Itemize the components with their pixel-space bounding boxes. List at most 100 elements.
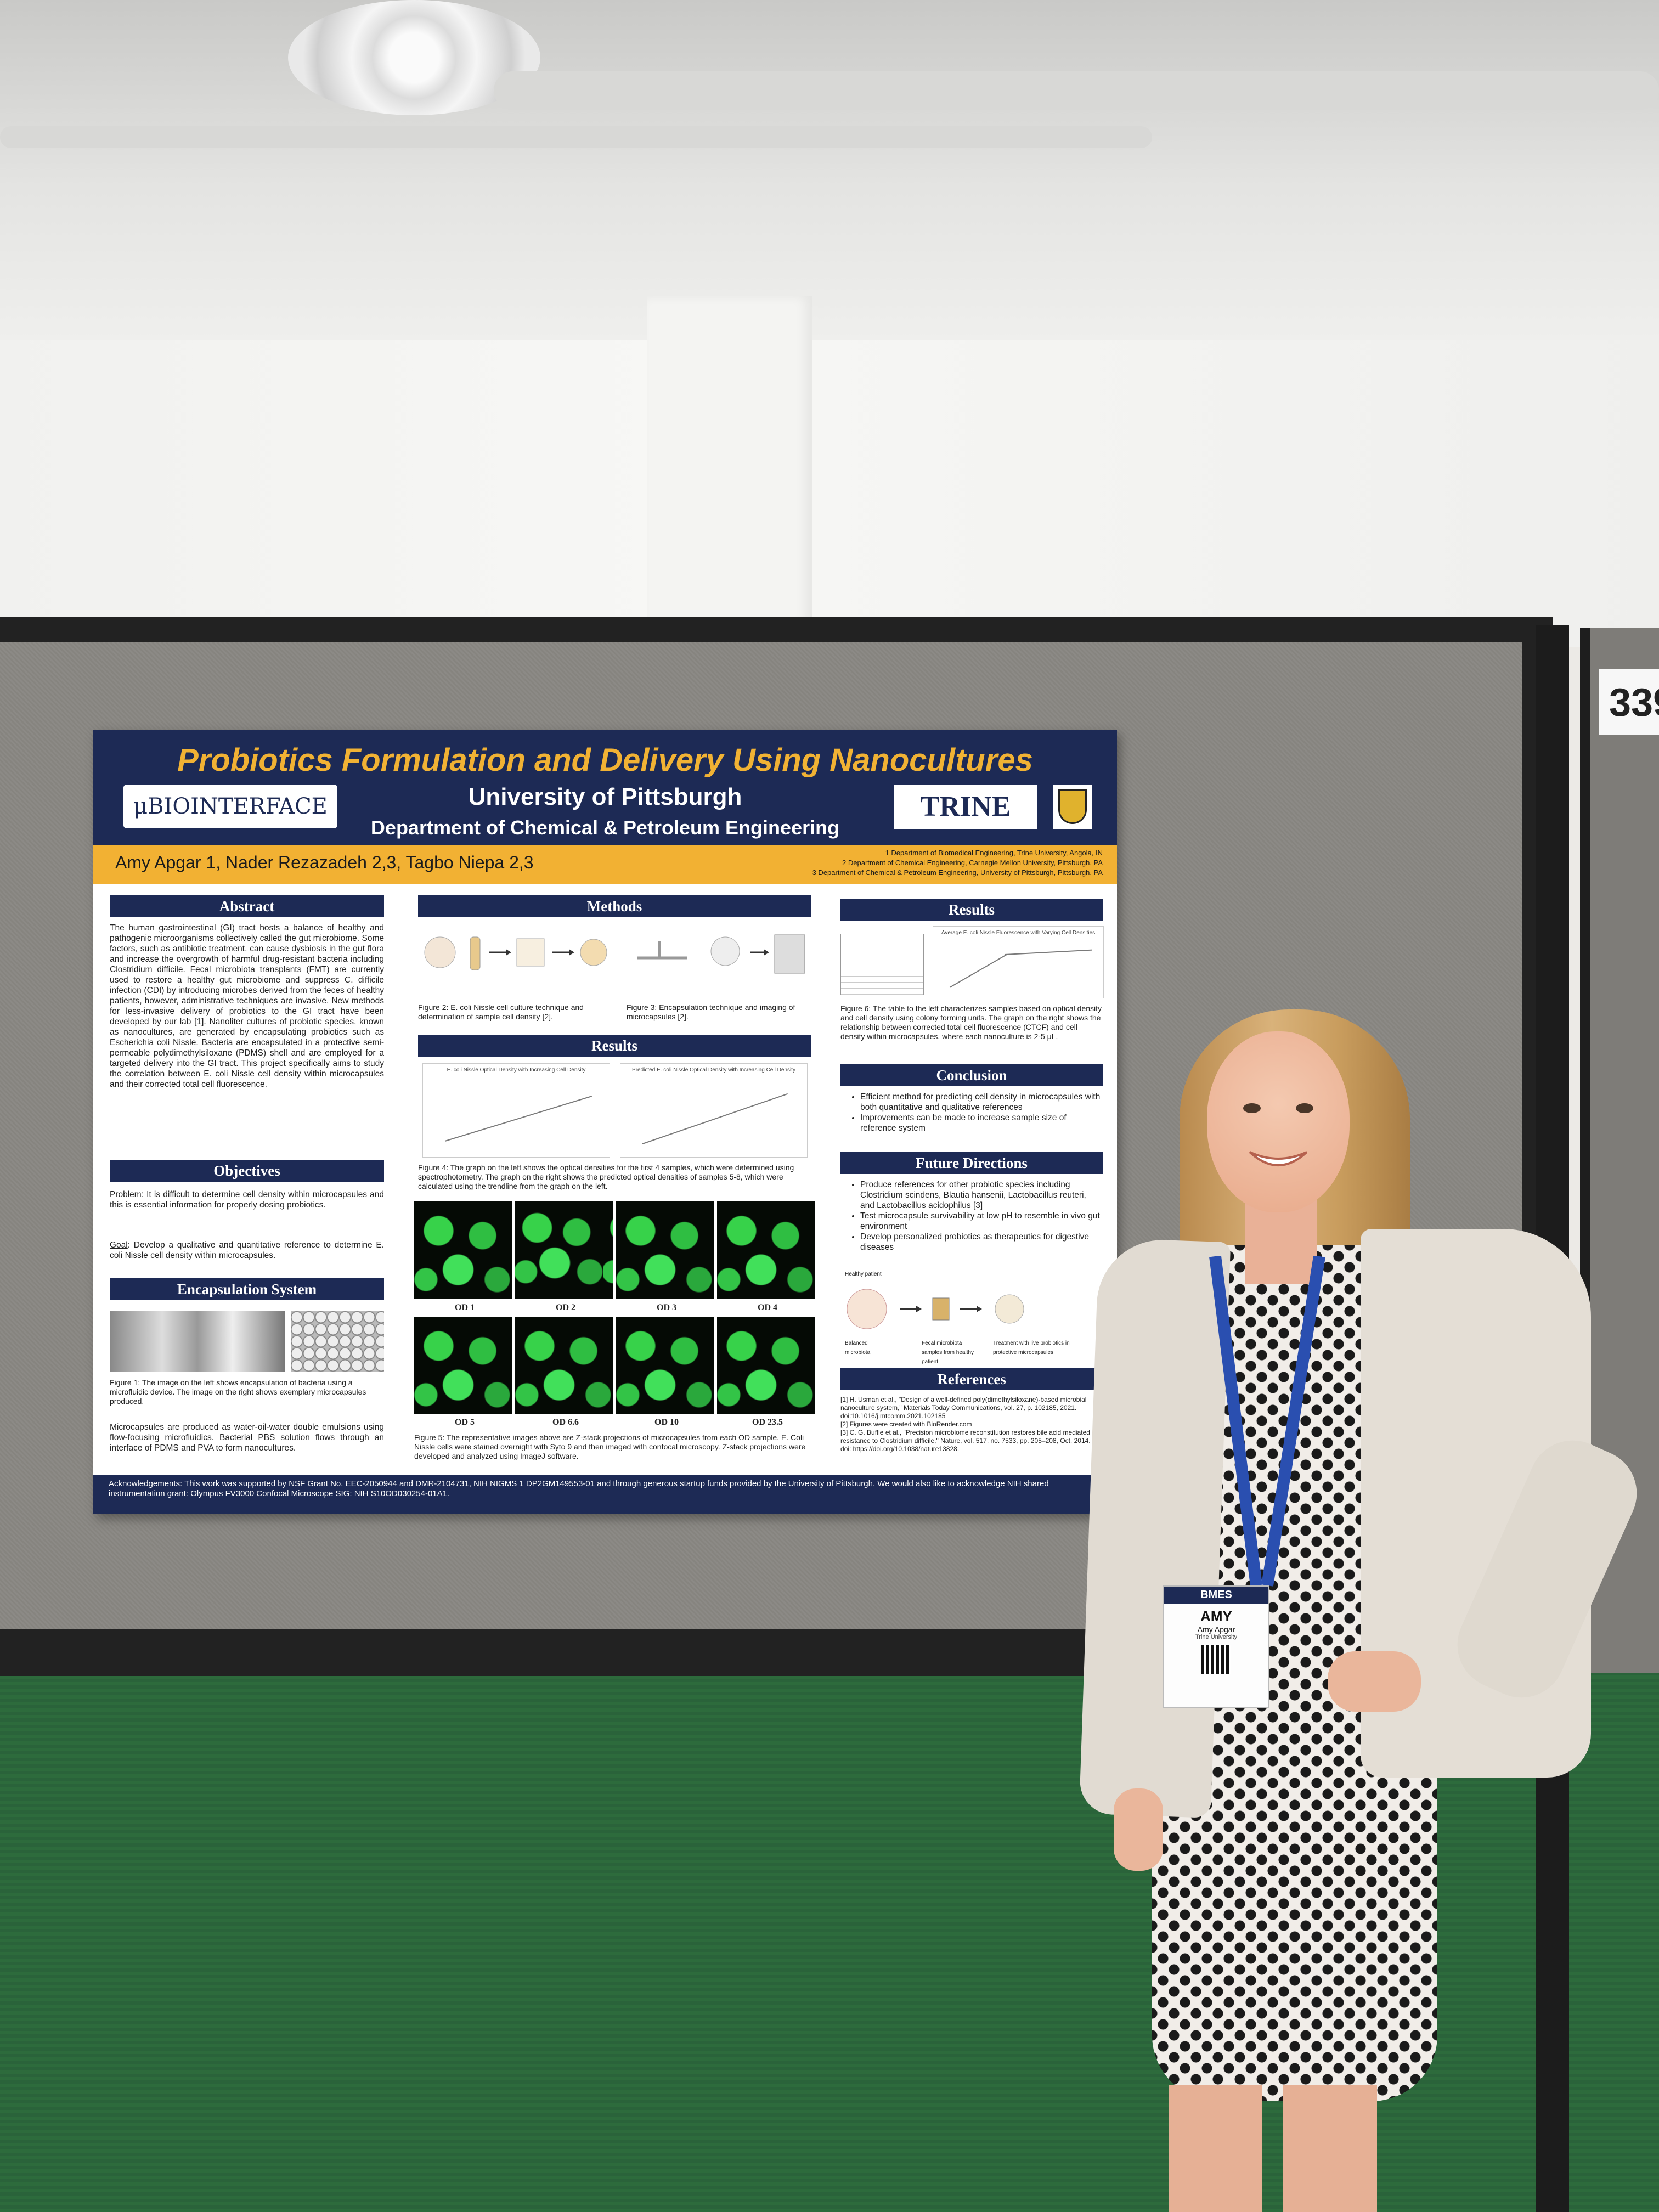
figure-1-caption: Figure 1: The image on the left shows en…	[110, 1378, 366, 1406]
poster-authors: Amy Apgar 1, Nader Rezazadeh 2,3, Tagbo …	[115, 853, 534, 872]
encapsulation-heading: Encapsulation System	[110, 1278, 384, 1300]
author-band	[93, 845, 1117, 884]
goal-label: Goal	[110, 1240, 128, 1250]
results-heading-middle: Results	[418, 1035, 811, 1057]
poster-department: Department of Chemical & Petroleum Engin…	[370, 816, 840, 839]
objectives-heading: Objectives	[110, 1160, 384, 1182]
affiliation: 3 Department of Chemical & Petroleum Eng…	[812, 868, 1103, 877]
problem-text: : It is difficult to determine cell dens…	[110, 1190, 384, 1210]
od-label: OD 1	[455, 1303, 475, 1312]
figure-2-caption: Figure 2: E. coli Nissle cell culture te…	[418, 1003, 584, 1021]
microscopy-image	[616, 1317, 714, 1414]
problem-label: Problem	[110, 1190, 142, 1199]
fmt-label-balanced: Balanced microbiota	[845, 1340, 871, 1356]
affiliation: 2 Department of Chemical Engineering, Ca…	[842, 859, 1103, 867]
microscopy-image	[414, 1317, 512, 1414]
microcapsules-image	[291, 1311, 384, 1372]
future-directions-list: Produce references for other probiotic s…	[845, 1180, 1102, 1252]
od-label: OD 3	[657, 1303, 676, 1312]
poster-affiliations: 1 Department of Biomedical Engineering, …	[741, 848, 1103, 878]
plot-left-title: E. coli Nissle Optical Density with Incr…	[447, 1067, 586, 1073]
conclusion-item: Efficient method for predicting cell den…	[860, 1092, 1102, 1113]
objectives-problem: Problem: It is difficult to determine ce…	[110, 1189, 384, 1210]
od-label: OD 4	[758, 1303, 777, 1312]
optical-density-plot-right: Predicted E. coli Nissle Optical Density…	[620, 1063, 808, 1158]
fmt-label-healthy: Healthy patient	[845, 1271, 882, 1277]
presenter-face	[1207, 1031, 1350, 1212]
od-label: OD 10	[654, 1418, 679, 1427]
badge-first-name: AMY	[1200, 1608, 1232, 1624]
research-poster: Probiotics Formulation and Delivery Usin…	[93, 730, 1117, 1514]
wall-pillar	[647, 296, 812, 625]
future-item: Develop personalized probiotics as thera…	[860, 1232, 1102, 1252]
fmt-label-fecal: Fecal microbiota samples from healthy pa…	[922, 1340, 974, 1365]
biointerface-logo: μBIOINTERFACE	[123, 785, 337, 828]
fluorescence-curve-plateau	[1004, 949, 1092, 955]
trendline-left	[444, 1096, 592, 1142]
figure-5-caption: Figure 5: The representative images abov…	[414, 1433, 806, 1460]
name-badge: BMES AMY Amy Apgar Trine University	[1163, 1585, 1269, 1708]
badge-full-name: Amy Apgar	[1197, 1625, 1235, 1634]
goal-text: : Develop a qualitative and quantitative…	[110, 1240, 384, 1260]
encapsulation-text: Microcapsules are produced as water-oil-…	[110, 1423, 384, 1453]
microscopy-row-bottom	[414, 1317, 815, 1414]
references-heading: References	[840, 1368, 1103, 1390]
microscopy-row-top	[414, 1201, 815, 1299]
badge-org: BMES	[1164, 1587, 1268, 1604]
microscopy-image	[717, 1201, 815, 1299]
booth-number-sign: 339	[1599, 669, 1659, 735]
abstract-heading: Abstract	[110, 895, 384, 917]
trine-logo: TRINE	[894, 785, 1037, 830]
microfluidic-device-image	[110, 1311, 285, 1372]
od-label: OD 23.5	[752, 1418, 783, 1427]
results-heading-right: Results	[840, 899, 1103, 921]
presenter-hand-on-hip	[1328, 1651, 1421, 1712]
ceiling-duct	[494, 71, 1659, 110]
acknowledgements-text: Acknowledgements: This work was supporte…	[109, 1479, 1049, 1498]
future-directions-heading: Future Directions	[840, 1152, 1103, 1174]
acknowledgements-band	[93, 1475, 1117, 1514]
optical-density-plot-left: E. coli Nissle Optical Density with Incr…	[422, 1063, 610, 1158]
qr-code-icon	[1201, 1645, 1231, 1674]
reference-item: [2] Figures were created with BioRender.…	[840, 1420, 972, 1428]
methods-workflow-diagram	[418, 925, 811, 991]
future-item: Test microcapsule survivability at low p…	[860, 1211, 1102, 1232]
od-label: OD 2	[556, 1303, 575, 1312]
conclusion-item: Improvements can be made to increase sam…	[860, 1113, 1102, 1133]
poster-title: Probiotics Formulation and Delivery Usin…	[177, 742, 1033, 778]
od-labels-top: OD 1 OD 2 OD 3 OD 4	[414, 1303, 818, 1313]
fluorescence-plot: Average E. coli Nissle Fluorescence with…	[933, 926, 1104, 998]
ceiling-pipe	[0, 126, 1152, 148]
trendline-right	[642, 1093, 788, 1144]
microscopy-image	[414, 1201, 512, 1299]
lanyard-icon	[1204, 1255, 1330, 1607]
future-item: Produce references for other probiotic s…	[860, 1180, 1102, 1211]
presenter-legs	[1169, 2085, 1377, 2212]
microscopy-image	[616, 1201, 714, 1299]
reference-item: [1] H. Usman et al., "Design of a well-d…	[840, 1396, 1087, 1420]
badge-school: Trine University	[1195, 1634, 1237, 1640]
fmt-label-treatment: Treatment with live probiotics in protec…	[993, 1340, 1070, 1356]
reference-item: [3] C. G. Buffie et al., "Precision micr…	[840, 1429, 1091, 1453]
microscopy-image	[515, 1317, 613, 1414]
conclusion-list: Efficient method for predicting cell den…	[845, 1092, 1102, 1133]
ceiling	[0, 0, 1659, 340]
methods-heading: Methods	[418, 895, 811, 917]
objectives-goal: Goal: Develop a qualitative and quantita…	[110, 1240, 384, 1261]
microscopy-image	[515, 1201, 613, 1299]
fluorescence-plot-title: Average E. coli Nissle Fluorescence with…	[941, 930, 1096, 936]
sample-density-table	[840, 934, 924, 995]
conclusion-heading: Conclusion	[840, 1064, 1103, 1086]
od-label: OD 6.6	[552, 1418, 579, 1427]
od-labels-bottom: OD 5 OD 6.6 OD 10 OD 23.5	[414, 1418, 818, 1427]
pitt-crest-icon	[1053, 785, 1092, 830]
figure-4-caption: Figure 4: The graph on the left shows th…	[418, 1163, 794, 1190]
plot-right-title: Predicted E. coli Nissle Optical Density…	[632, 1067, 795, 1073]
presenter-hand	[1114, 1788, 1163, 1871]
figure-6-caption: Figure 6: The table to the left characte…	[840, 1004, 1102, 1041]
poster-university: University of Pittsburgh	[468, 783, 742, 810]
abstract-text: The human gastrointestinal (GI) tract ho…	[110, 923, 384, 1089]
affiliation: 1 Department of Biomedical Engineering, …	[885, 849, 1103, 857]
od-label: OD 5	[455, 1418, 475, 1427]
fluorescence-curve	[949, 954, 1007, 988]
